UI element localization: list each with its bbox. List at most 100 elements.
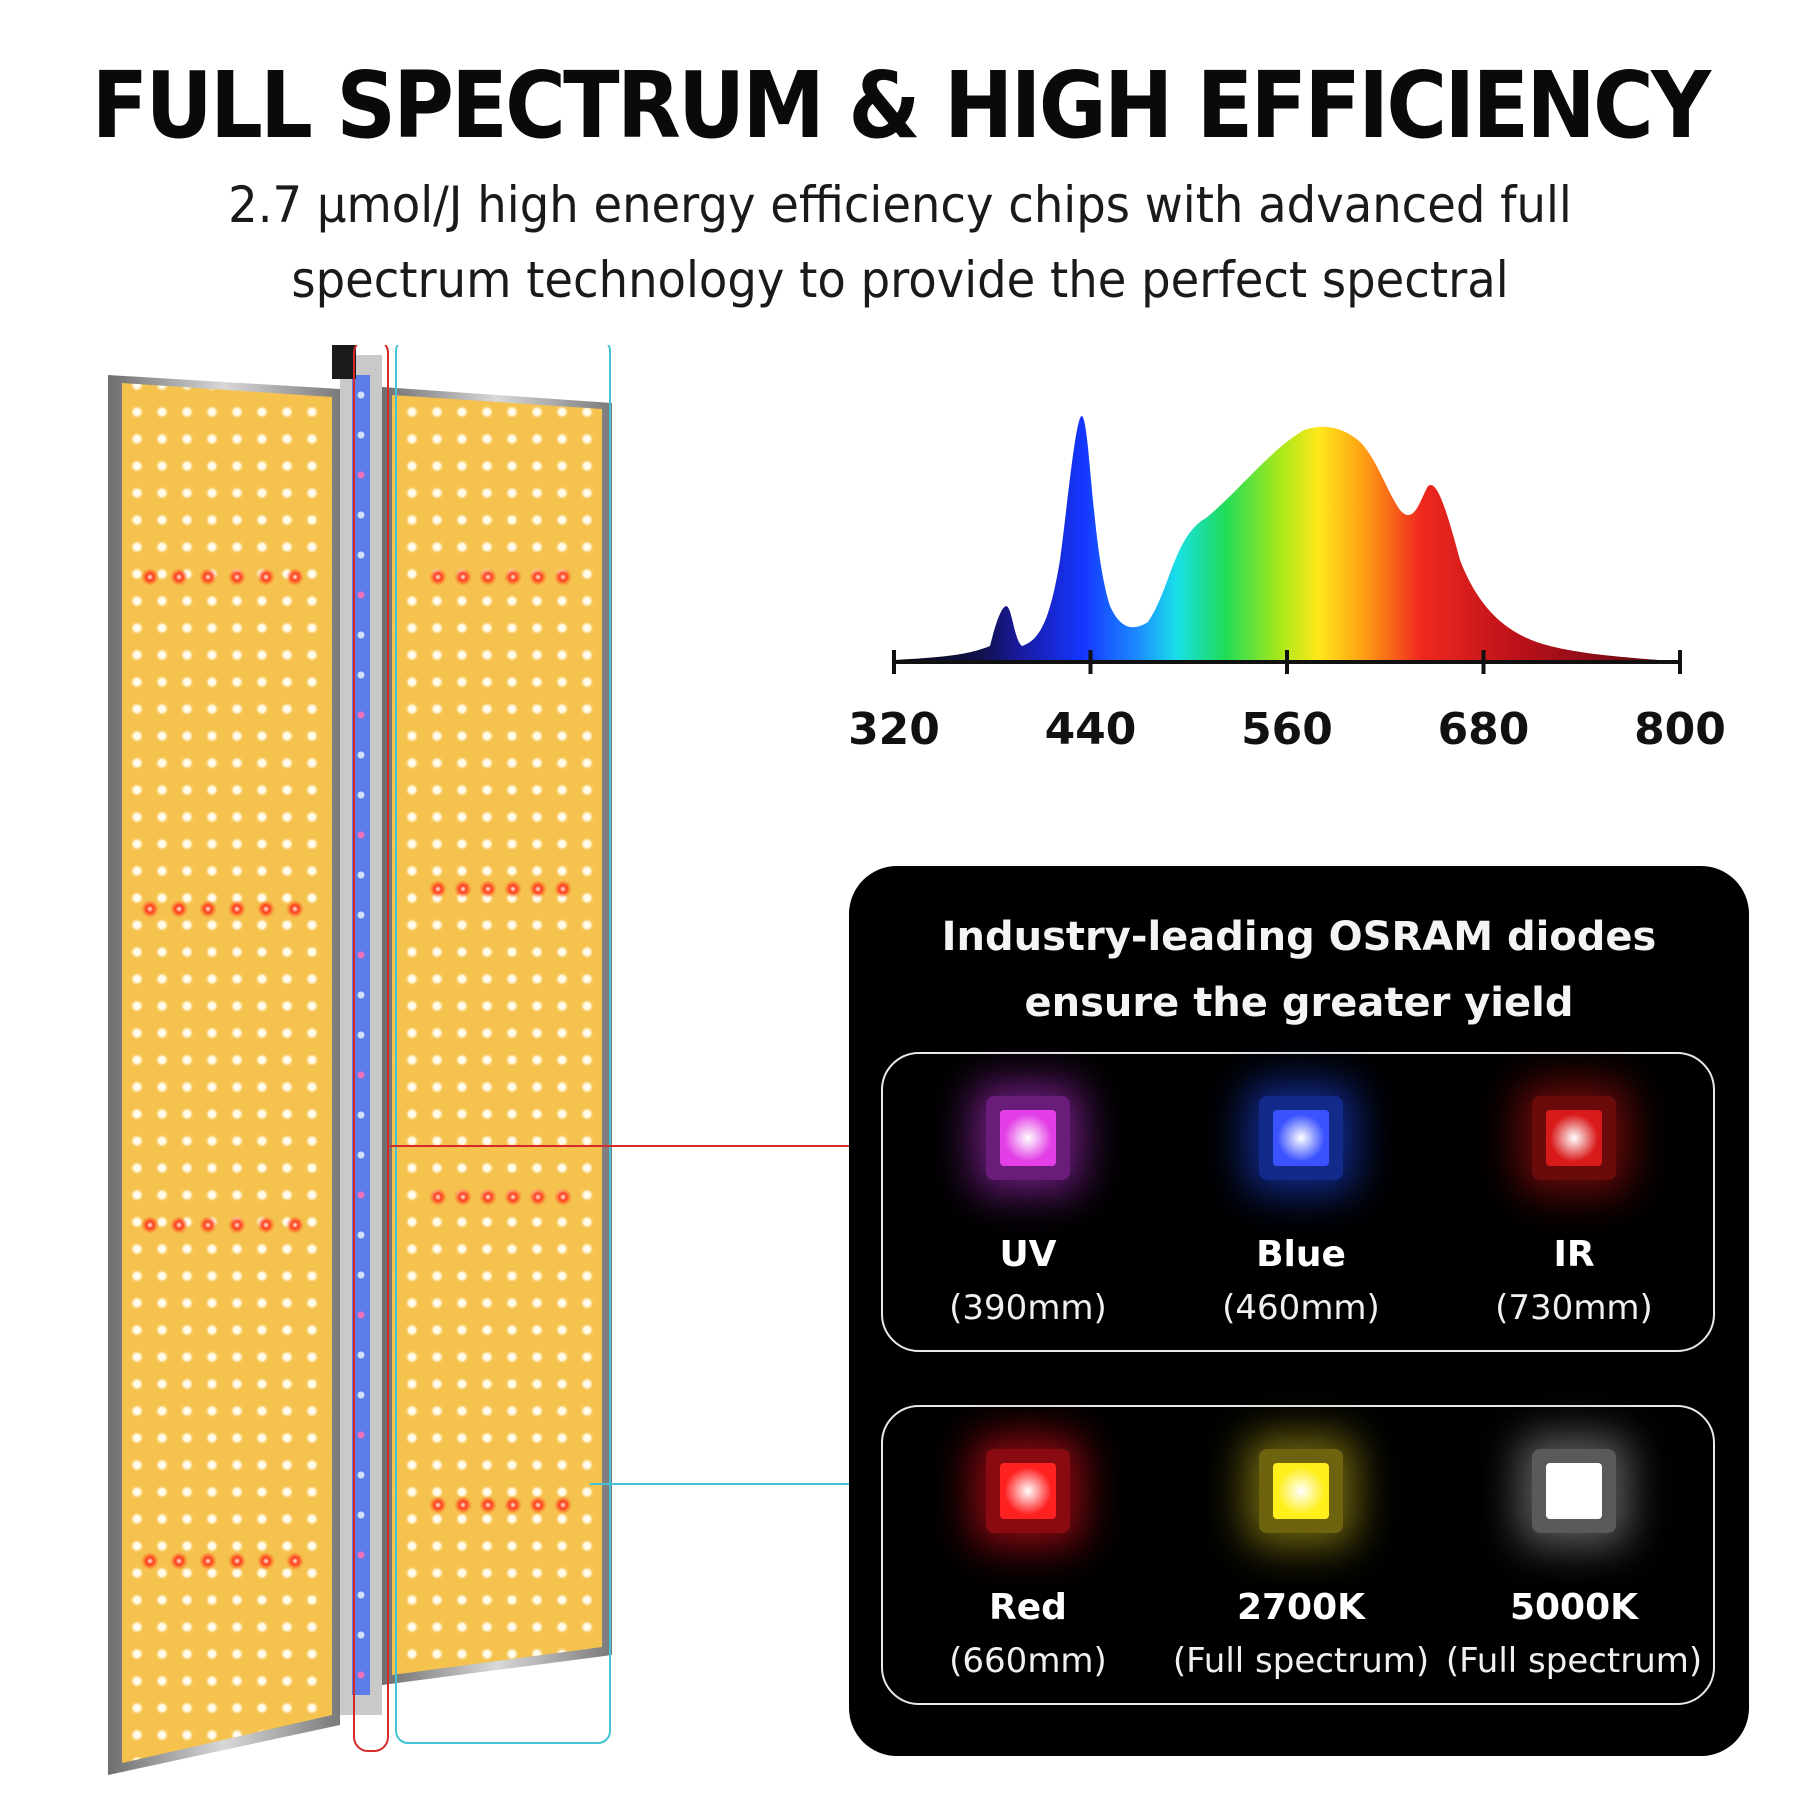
spectrum-graph <box>892 415 1682 674</box>
red-led <box>257 900 275 918</box>
diode-name: Red <box>989 1587 1067 1628</box>
diode-chip-core <box>1000 1110 1056 1166</box>
strip-led <box>357 431 365 439</box>
red-led <box>429 1188 447 1206</box>
red-led <box>170 900 188 918</box>
red-led <box>504 1188 522 1206</box>
strip-led <box>357 831 365 839</box>
heading-line-2: ensure the greater yield <box>1024 980 1574 1026</box>
red-led <box>141 900 159 918</box>
red-led <box>228 900 246 918</box>
red-led <box>170 1216 188 1234</box>
diode-wavelength: (Full spectrum) <box>1445 1641 1703 1681</box>
red-led <box>199 568 217 586</box>
red-led <box>286 568 304 586</box>
red-led <box>228 1552 246 1570</box>
strip-led <box>357 1511 365 1519</box>
power-knob <box>332 345 356 379</box>
spectrum-tick-label: 680 <box>1437 704 1530 755</box>
diode-wavelength: (660mm) <box>949 1641 1107 1681</box>
diode-chip-core <box>1000 1463 1056 1519</box>
strip-led <box>357 1191 365 1199</box>
red-led <box>257 1552 275 1570</box>
subtitle-line-2: spectrum technology to provide the perfe… <box>291 251 1509 309</box>
strip-led <box>357 1391 365 1399</box>
strip-led <box>357 1071 365 1079</box>
spectrum-curve <box>894 415 1680 664</box>
strip-led <box>357 1351 365 1359</box>
page-subtitle: 2.7 μmol/J high energy efficiency chips … <box>203 168 1598 318</box>
red-led <box>286 1216 304 1234</box>
red-led <box>429 568 447 586</box>
strip-led <box>357 551 365 559</box>
strip-led <box>357 711 365 719</box>
red-led <box>479 1496 497 1514</box>
red-led <box>141 568 159 586</box>
red-led <box>228 1216 246 1234</box>
strip-led <box>357 591 365 599</box>
red-led <box>504 880 522 898</box>
strip-led <box>357 471 365 479</box>
strip-led <box>357 751 365 759</box>
diode-wavelength: (Full spectrum) <box>1172 1641 1430 1681</box>
strip-led <box>357 1551 365 1559</box>
cyan-callout-outline <box>395 345 611 1744</box>
red-led <box>257 1216 275 1234</box>
diode-chip-icon <box>1532 1449 1616 1533</box>
red-led <box>504 568 522 586</box>
spectrum-tick-label: 560 <box>1241 704 1333 755</box>
red-led <box>454 1188 472 1206</box>
strip-led <box>357 511 365 519</box>
strip-led <box>357 991 365 999</box>
diode-name: Blue <box>1256 1234 1346 1275</box>
subtitle-line-1: 2.7 μmol/J high energy efficiency chips … <box>228 176 1572 234</box>
diode-wavelength: (460mm) <box>1222 1288 1380 1328</box>
red-led <box>504 1496 522 1514</box>
red-led <box>199 1552 217 1570</box>
red-led <box>479 568 497 586</box>
red-led <box>429 1496 447 1514</box>
red-led <box>529 1496 547 1514</box>
diode-name: UV <box>999 1234 1057 1275</box>
red-led <box>529 568 547 586</box>
strip-led <box>357 791 365 799</box>
strip-led <box>357 1031 365 1039</box>
diode-name: 5000K <box>1509 1587 1639 1628</box>
diode-chip-core <box>1546 1110 1602 1166</box>
strip-led <box>357 1471 365 1479</box>
diode-chip-icon <box>986 1096 1070 1180</box>
red-led <box>554 880 572 898</box>
spectrum-tick-marks <box>892 650 1682 674</box>
strip-led <box>357 911 365 919</box>
red-led <box>170 1552 188 1570</box>
strip-led <box>357 1151 365 1159</box>
strip-led <box>357 671 365 679</box>
strip-led <box>357 1431 365 1439</box>
strip-leds <box>357 391 365 1679</box>
strip-led <box>357 1631 365 1639</box>
right-board-leds <box>392 395 602 1675</box>
red-led <box>141 1216 159 1234</box>
strip-led <box>357 631 365 639</box>
red-led <box>228 568 246 586</box>
red-led <box>454 880 472 898</box>
strip-led <box>357 951 365 959</box>
heading-line-1: Industry-leading OSRAM diodes <box>941 914 1657 960</box>
strip-led <box>357 1671 365 1679</box>
diode-name: 2700K <box>1236 1587 1366 1628</box>
diode-chip-icon <box>1259 1449 1343 1533</box>
red-led <box>454 1496 472 1514</box>
red-callout-outline <box>353 345 389 1752</box>
spectrum-tick-label: 800 <box>1634 704 1726 755</box>
red-led <box>170 568 188 586</box>
red-led <box>529 1188 547 1206</box>
strip-led <box>357 391 365 399</box>
diode-group: Red (660mm) 2700K (Full spectrum) 5000K (Full… <box>881 1405 1715 1705</box>
red-led <box>199 1216 217 1234</box>
strip-led <box>357 1591 365 1599</box>
red-led <box>554 1188 572 1206</box>
red-led <box>286 900 304 918</box>
diode-wavelength: (390mm) <box>949 1288 1107 1328</box>
red-led <box>454 568 472 586</box>
left-board-leds <box>122 383 332 1763</box>
